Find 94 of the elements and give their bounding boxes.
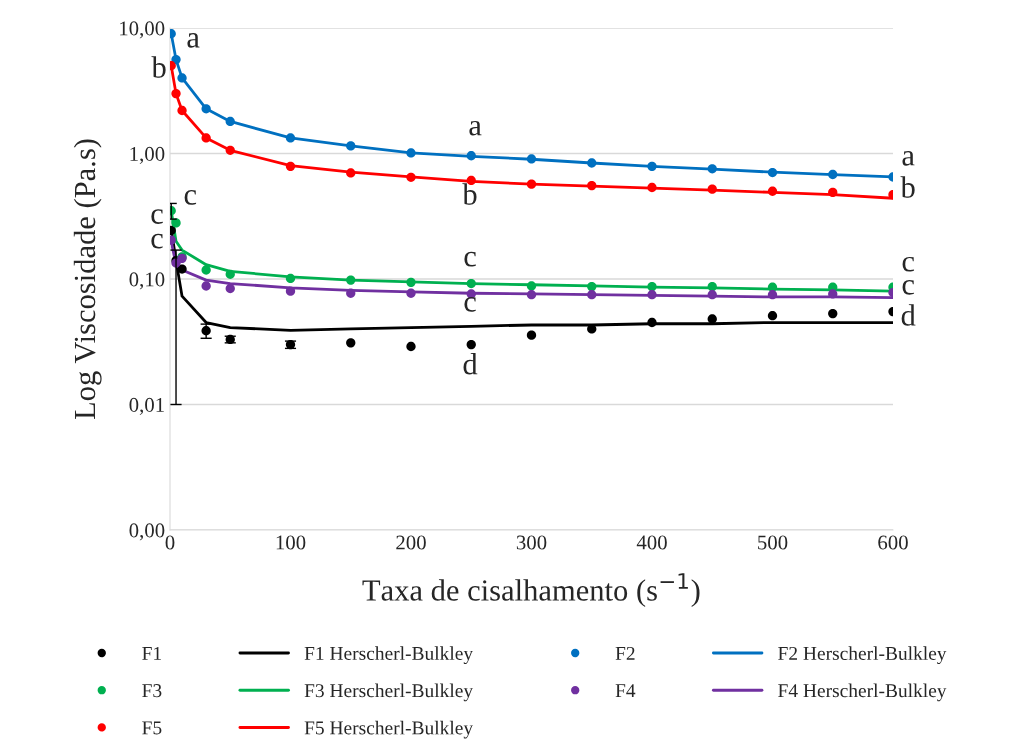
point	[285, 161, 296, 172]
text: c	[151, 209, 163, 224]
legend-label: F4 Herscherl-Bulkley	[778, 683, 947, 702]
point	[767, 186, 778, 196]
legend-label: F5 Herscherl-Bulkley	[304, 720, 474, 739]
point	[201, 281, 211, 291]
y-tick-label: 0,00	[129, 523, 165, 541]
legend-label: F2	[615, 646, 635, 660]
point	[828, 289, 838, 299]
point	[201, 265, 211, 275]
point	[828, 308, 838, 319]
point	[285, 133, 296, 143]
point	[346, 338, 356, 348]
text: c	[902, 279, 915, 295]
point	[526, 330, 537, 340]
point	[177, 73, 187, 83]
point	[406, 288, 416, 298]
x-tick-label: 200	[396, 535, 426, 550]
annotation: c	[464, 251, 476, 267]
y-tick-label: 1,00	[130, 146, 165, 164]
legend-label: F5	[142, 721, 162, 735]
point	[285, 273, 296, 284]
point	[587, 281, 597, 292]
point	[526, 290, 537, 300]
x-tick-label: 500	[758, 535, 788, 550]
text: b	[151, 56, 166, 78]
point	[707, 290, 717, 300]
point	[767, 290, 778, 300]
legend-label: F3	[142, 684, 162, 698]
point	[201, 133, 211, 143]
x-tick-label: 300	[516, 535, 547, 550]
point	[526, 154, 537, 164]
point	[177, 105, 187, 116]
point	[526, 179, 537, 189]
x-tick-label: 400	[636, 535, 667, 550]
annotation: b	[462, 183, 477, 205]
point	[466, 151, 476, 161]
point	[647, 182, 657, 193]
point	[406, 148, 416, 158]
point	[767, 167, 778, 178]
point	[647, 290, 657, 300]
point	[406, 172, 416, 182]
point	[177, 264, 187, 274]
text: c	[151, 233, 163, 249]
point	[406, 341, 416, 352]
point	[346, 141, 356, 151]
point	[647, 161, 657, 172]
point	[466, 339, 476, 350]
annotation: c	[464, 297, 476, 312]
point	[285, 286, 296, 296]
x-axis-title: Taxa de cisalhamento (s$^{−1}$)	[362, 573, 700, 607]
point	[707, 184, 717, 194]
legend-label: F4	[615, 684, 636, 697]
text: b	[900, 176, 915, 198]
legend-label: F2 Herscherl-Bulkley	[778, 646, 947, 664]
point	[225, 116, 235, 127]
y-tick-label: 0,10	[129, 272, 165, 290]
point	[587, 180, 597, 191]
point	[225, 283, 235, 294]
annotation: a	[469, 120, 482, 136]
y-axis-title: Log Viscosidade (Pa.s)	[73, 139, 102, 420]
point	[707, 314, 717, 324]
point	[346, 275, 356, 285]
text: a	[902, 151, 915, 166]
x-tick-label: 0	[165, 535, 175, 550]
text: c	[902, 256, 915, 272]
point	[346, 168, 356, 178]
point	[647, 317, 657, 328]
annotation: c	[184, 190, 197, 205]
point	[225, 269, 235, 279]
y-tick-label: 10,00	[120, 21, 165, 39]
y-tick-label: 0,01	[129, 397, 164, 415]
point	[707, 164, 717, 174]
point	[828, 169, 838, 180]
point	[171, 88, 181, 99]
point	[225, 145, 235, 155]
point	[587, 158, 597, 168]
point	[201, 104, 211, 114]
legend-label: F3 Herscherl-Bulkley	[304, 683, 474, 702]
point	[587, 290, 597, 300]
annotation: d	[463, 352, 478, 375]
annotation: a	[187, 33, 200, 48]
point	[767, 311, 778, 321]
point	[828, 187, 838, 198]
text: d	[901, 304, 916, 326]
point	[707, 281, 717, 292]
legend-label: F1	[142, 646, 161, 660]
x-tick-label: 600	[878, 535, 908, 550]
x-tick-label: 100	[276, 535, 306, 550]
point	[346, 288, 356, 298]
point	[466, 278, 476, 289]
point	[526, 281, 537, 291]
point	[406, 277, 416, 288]
legend-label: F1 Herscherl-Bulkley	[304, 646, 474, 664]
